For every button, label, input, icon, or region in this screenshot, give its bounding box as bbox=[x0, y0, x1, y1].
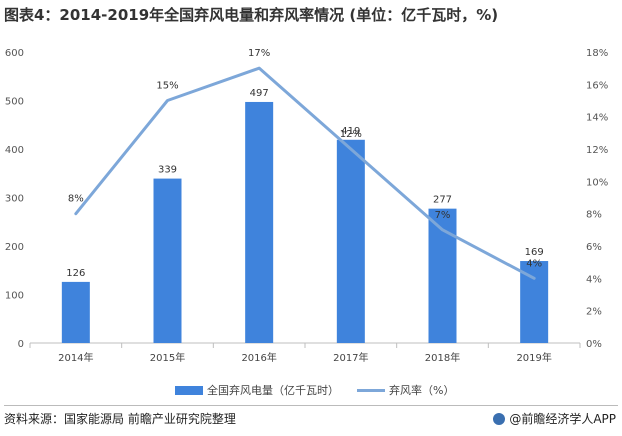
legend-label-bar: 全国弃风电量（亿千瓦时） bbox=[207, 384, 339, 397]
footer-divider bbox=[4, 405, 618, 406]
y-right-tick-label: 0% bbox=[586, 339, 602, 350]
y-left-tick-label: 300 bbox=[5, 194, 24, 205]
legend-swatch-line bbox=[357, 388, 385, 392]
x-tick-label: 2015年 bbox=[150, 351, 185, 364]
brand-credit: @前瞻经济学人APP bbox=[493, 410, 616, 427]
bar-value-label: 126 bbox=[66, 268, 85, 279]
line-value-label: 7% bbox=[435, 210, 451, 221]
y-left-tick-label: 500 bbox=[5, 97, 24, 108]
y-left-tick-label: 600 bbox=[5, 48, 24, 59]
x-tick-label: 2016年 bbox=[241, 351, 276, 364]
y-right-tick-label: 8% bbox=[586, 210, 602, 221]
y-left-tick-label: 100 bbox=[5, 291, 24, 302]
bar bbox=[153, 178, 182, 343]
legend-item-line: 弃风率（%） bbox=[357, 382, 454, 398]
bar bbox=[245, 101, 274, 343]
source-note: 资料来源：国家能源局 前瞻产业研究院整理 bbox=[4, 412, 236, 426]
y-right-tick-label: 18% bbox=[586, 48, 608, 59]
legend-item-bar: 全国弃风电量（亿千瓦时） bbox=[175, 382, 339, 398]
chart-title: 图表4：2014-2019年全国弃风电量和弃风率情况 (单位：亿千瓦时，%) bbox=[4, 6, 499, 24]
chart-canvas: 0 100 200 300 400 500 600 0% 2% 4% 6% 8% 10% 12% 14% 16… bbox=[5, 48, 608, 364]
legend-swatch-bar bbox=[175, 385, 203, 395]
line-value-label: 8% bbox=[68, 194, 84, 205]
x-tick-label: 2018年 bbox=[425, 351, 460, 364]
y-right-tick-label: 10% bbox=[586, 177, 608, 188]
x-tick-label: 2017年 bbox=[333, 351, 368, 364]
bar-value-label: 497 bbox=[250, 88, 269, 99]
rate-line bbox=[74, 66, 536, 280]
x-tick-label: 2014年 bbox=[58, 351, 93, 364]
brand-logo-icon bbox=[493, 412, 506, 425]
y-left-tick-label: 200 bbox=[5, 242, 24, 253]
legend-label-line: 弃风率（%） bbox=[389, 384, 455, 397]
bar-value-label: 169 bbox=[525, 247, 544, 258]
bar bbox=[61, 281, 90, 343]
bar-value-label: 277 bbox=[433, 195, 452, 206]
bar-value-label: 419 bbox=[341, 126, 360, 137]
line-value-label: 4% bbox=[526, 258, 542, 269]
y-right-tick-label: 6% bbox=[586, 242, 602, 253]
y-right-tick-label: 4% bbox=[586, 274, 602, 285]
y-left-tick-label: 0 bbox=[18, 339, 24, 350]
y-left-tick-label: 400 bbox=[5, 145, 24, 156]
y-right-tick-label: 2% bbox=[586, 307, 602, 318]
x-tick-label: 2019年 bbox=[516, 351, 551, 364]
y-right-tick-label: 12% bbox=[586, 145, 608, 156]
line-value-label: 15% bbox=[156, 81, 178, 92]
line-value-label: 17% bbox=[248, 48, 270, 59]
line-value-label: 12% bbox=[340, 129, 362, 140]
y-right-tick-label: 16% bbox=[586, 80, 608, 91]
bar-value-label: 339 bbox=[158, 165, 177, 176]
y-right-tick-label: 14% bbox=[586, 113, 608, 124]
bar bbox=[336, 139, 365, 343]
brand-text: @前瞻经济学人APP bbox=[509, 412, 616, 426]
